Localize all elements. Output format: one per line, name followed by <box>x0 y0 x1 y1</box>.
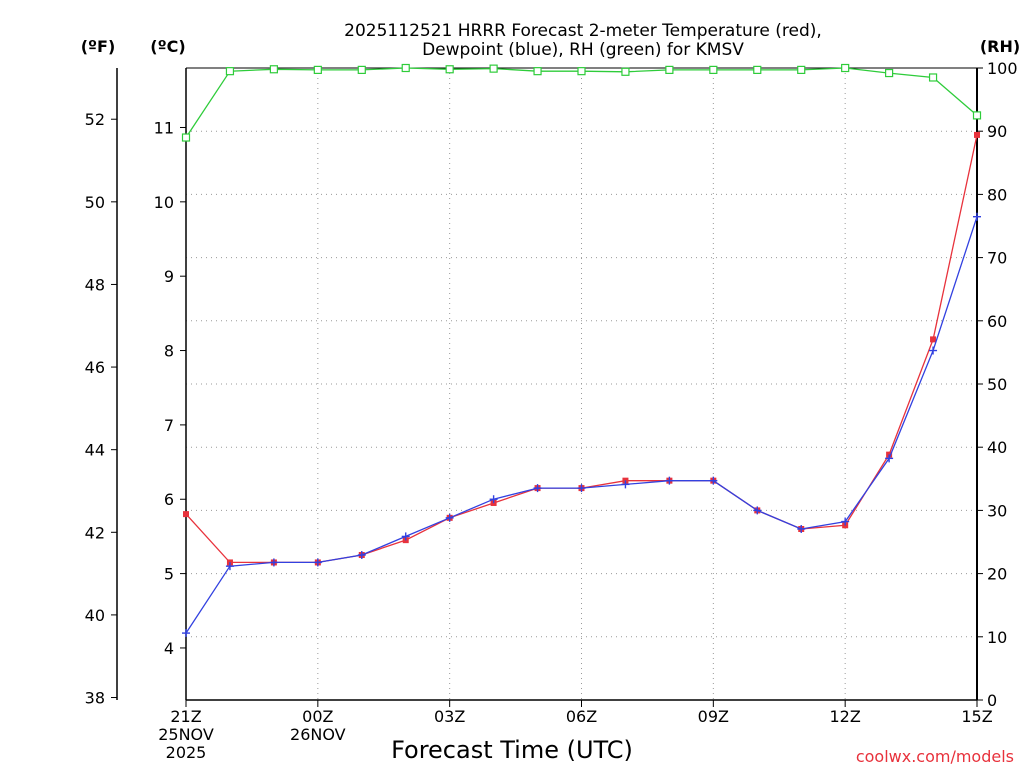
x-tick-label: 25NOV <box>158 725 214 744</box>
rh-point <box>797 65 806 74</box>
rh-point <box>841 63 850 73</box>
rh-tick-label: 80 <box>987 185 1007 204</box>
x-tick-label: 2025 <box>166 743 207 762</box>
temperature-point <box>930 336 937 343</box>
dewpoint-point <box>885 454 894 463</box>
rh-unit-label: (RH) <box>980 37 1020 56</box>
celsius-tick-label: 5 <box>164 565 174 584</box>
celsius-tick-label: 8 <box>164 342 174 361</box>
celsius-tick-label: 4 <box>164 639 174 658</box>
rh-point <box>709 65 718 74</box>
x-axis-label: Forecast Time (UTC) <box>391 736 633 764</box>
dewpoint-point <box>313 558 322 567</box>
rh-point <box>313 65 322 74</box>
x-tick-label: 09Z <box>698 707 729 726</box>
fahrenheit-tick-label: 46 <box>85 358 105 377</box>
fahrenheit-tick-label: 38 <box>85 689 105 708</box>
rh-point <box>533 67 542 76</box>
x-tick-label: 15Z <box>961 707 992 726</box>
chart-title-line2: Dewpoint (blue), RH (green) for KMSV <box>422 40 744 60</box>
rh-tick-label: 70 <box>987 249 1007 268</box>
rh-point <box>269 65 278 74</box>
dewpoint-point <box>973 212 981 221</box>
fahrenheit-tick-label: 48 <box>85 275 105 294</box>
rh-point <box>665 65 674 74</box>
celsius-tick-label: 7 <box>164 416 174 435</box>
x-tick-label: 06Z <box>566 707 597 726</box>
dewpoint-point <box>797 524 806 533</box>
rh-tick-label: 60 <box>987 312 1007 331</box>
rh-tick-label: 30 <box>987 501 1007 520</box>
series-group <box>181 63 982 638</box>
dewpoint-point <box>665 476 674 485</box>
rh-point <box>357 65 366 74</box>
dewpoint-point <box>489 495 498 504</box>
rh-point <box>577 67 586 76</box>
x-tick-label: 26NOV <box>290 725 346 744</box>
fahrenheit-tick-label: 40 <box>85 606 105 625</box>
tick-labels: 38 40 42 44 46 48 50 52 4 5 6 7 8 9 10 11 0 10 20 30 40 50 60 7… <box>85 59 1018 762</box>
temperature-point <box>974 131 980 138</box>
x-tick-label: 21Z <box>170 707 201 726</box>
rh-tick-label: 0 <box>987 691 997 710</box>
rh-point <box>445 65 454 74</box>
x-tick-label: 00Z <box>302 707 333 726</box>
celsius-tick-label: 9 <box>164 267 174 286</box>
celsius-tick-label: 11 <box>154 118 174 137</box>
fahrenheit-tick-label: 50 <box>85 193 105 212</box>
dewpoint-line <box>185 216 978 634</box>
dewpoint-point <box>401 532 410 541</box>
dewpoint-point <box>621 480 630 489</box>
dewpoint-point <box>841 517 850 526</box>
axes <box>111 67 983 707</box>
fahrenheit-unit-label: (ºF) <box>81 37 116 56</box>
fahrenheit-tick-label: 52 <box>85 110 105 129</box>
rh-point <box>225 67 235 76</box>
rh-tick-label: 40 <box>987 438 1007 457</box>
rh-tick-label: 50 <box>987 375 1007 394</box>
rh-point <box>621 67 630 76</box>
rh-point <box>928 73 938 82</box>
dewpoint-point <box>357 551 366 560</box>
rh-tick-label: 90 <box>987 122 1007 141</box>
dewpoint-point <box>533 484 542 493</box>
rh-point <box>885 68 894 78</box>
celsius-tick-label: 10 <box>154 193 174 212</box>
rh-tick-label: 10 <box>987 628 1007 647</box>
dewpoint-point <box>269 558 278 567</box>
credit-label: coolwx.com/models <box>856 747 1014 766</box>
dewpoint-point <box>753 506 762 515</box>
fahrenheit-tick-label: 42 <box>85 523 105 542</box>
temperature-point <box>183 511 189 518</box>
x-tick-label: 12Z <box>830 707 861 726</box>
rh-point <box>489 64 498 73</box>
rh-tick-label: 20 <box>987 565 1007 584</box>
chart-title-line1: 2025112521 HRRR Forecast 2-meter Tempera… <box>344 21 822 41</box>
gridlines <box>186 68 977 700</box>
dewpoint-point <box>445 513 454 522</box>
rh-point <box>753 65 762 74</box>
rh-point <box>972 111 982 120</box>
celsius-unit-label: (ºC) <box>150 37 185 56</box>
dewpoint-point <box>182 629 190 638</box>
dewpoint-point <box>225 562 234 571</box>
dewpoint-point <box>577 484 586 493</box>
dewpoint-point <box>709 476 718 485</box>
rh-tick-label: 100 <box>987 59 1018 78</box>
fahrenheit-tick-label: 44 <box>85 441 105 460</box>
dewpoint-point <box>929 346 938 355</box>
celsius-tick-label: 6 <box>164 490 174 509</box>
rh-point <box>401 63 410 73</box>
x-tick-label: 03Z <box>434 707 465 726</box>
rh-point <box>181 133 191 142</box>
